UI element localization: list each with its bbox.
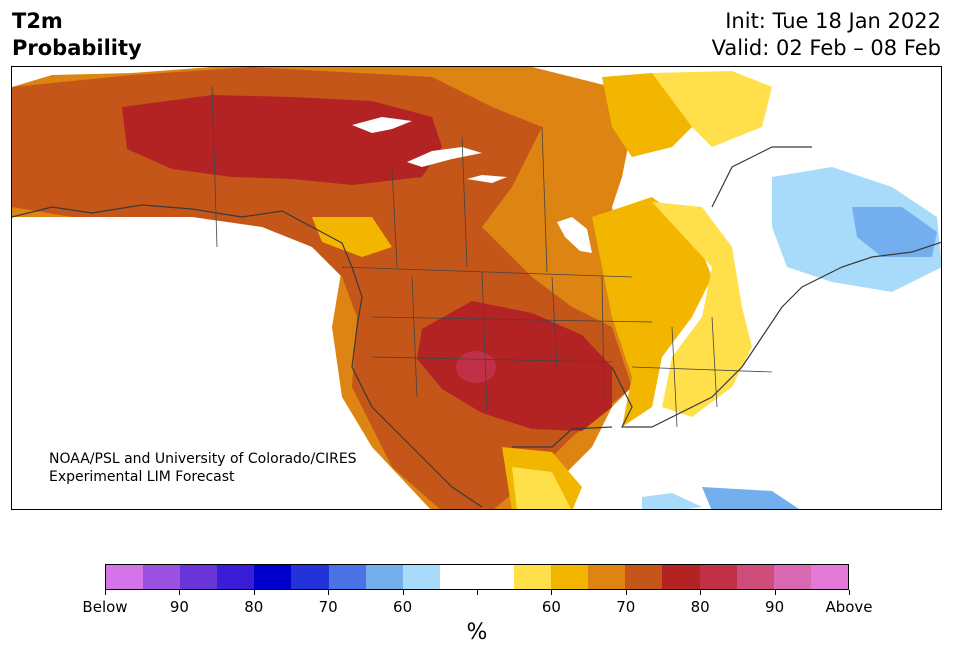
legend-swatch: [699, 565, 737, 589]
legend-swatch: [773, 565, 811, 589]
prob-region-above90-south: [417, 301, 612, 431]
credit-line-2: Experimental LIM Forecast: [49, 469, 235, 485]
legend-swatch: [551, 565, 589, 589]
legend-swatch: [402, 565, 440, 589]
legend-swatch: [365, 565, 403, 589]
credit-line-1: NOAA/PSL and University of Colorado/CIRE…: [49, 451, 357, 467]
map-canvas: [12, 67, 941, 509]
legend-tick-label: 80: [690, 598, 710, 616]
legend-tick: [551, 590, 552, 595]
legend-swatch: [106, 565, 144, 589]
legend-swatch: [588, 565, 626, 589]
legend-tick-label: 90: [169, 598, 189, 616]
map-title: T2m Probability: [12, 8, 142, 62]
legend-tick: [849, 590, 850, 595]
lake-winnipeg: [557, 217, 592, 253]
prob-region-below70-caribbean: [702, 487, 799, 509]
coastlines: [12, 146, 941, 508]
legend-swatch: [514, 565, 552, 589]
forecast-map: [11, 66, 942, 510]
legend-swatch: [291, 565, 329, 589]
legend-swatch: [254, 565, 292, 589]
prob-region-above50-northeast: [652, 71, 772, 147]
political-borders: [211, 86, 773, 428]
legend-tick: [626, 590, 627, 595]
legend-tick-label: 60: [541, 598, 561, 616]
legend-tick-label: 60: [393, 598, 413, 616]
legend-swatch: [217, 565, 255, 589]
lake-athabasca: [467, 175, 507, 183]
init-date: Init: Tue 18 Jan 2022: [725, 9, 941, 33]
legend-swatch: [143, 565, 181, 589]
legend-tick: [105, 590, 106, 595]
legend-tick-label: 70: [616, 598, 636, 616]
legend-swatch: [328, 565, 366, 589]
legend-tick: [328, 590, 329, 595]
prob-region-above95: [456, 351, 496, 383]
lake-great-slave: [407, 147, 482, 167]
prob-region-above90-north: [122, 95, 442, 185]
prob-region-above50-east: [652, 202, 752, 417]
prob-region-below70: [852, 207, 937, 257]
units-label: %: [466, 620, 488, 645]
legend-tick-label: 80: [244, 598, 264, 616]
color-legend: [105, 564, 849, 590]
legend-swatch: [180, 565, 218, 589]
legend-swatch: [625, 565, 663, 589]
legend-tick: [700, 590, 701, 595]
prob-region-above60-east: [592, 197, 712, 427]
legend-swatch: [810, 565, 848, 589]
legend-swatch: [439, 565, 477, 589]
legend-tick: [775, 590, 776, 595]
legend-tick: [403, 590, 404, 595]
prob-region-above60-pnw: [312, 217, 392, 257]
prob-region-below60-caribbean: [642, 493, 702, 509]
prob-region-above50-mexico: [512, 467, 571, 509]
legend-tick-label: Below: [82, 598, 128, 616]
legend-swatch: [662, 565, 700, 589]
forecast-dates: Init: Tue 18 Jan 2022 Valid: 02 Feb – 08…: [712, 8, 941, 62]
legend-swatch: [736, 565, 774, 589]
product-label: Probability: [12, 36, 142, 60]
legend-tick-label: Above: [825, 598, 873, 616]
legend-swatch: [476, 565, 515, 589]
legend-tick: [254, 590, 255, 595]
lake-great-bear: [352, 117, 412, 133]
credit-text: NOAA/PSL and University of Colorado/CIRE…: [49, 450, 357, 486]
valid-range: Valid: 02 Feb – 08 Feb: [711, 36, 941, 60]
legend-tick-label: 90: [765, 598, 785, 616]
legend-tick-label: 70: [318, 598, 338, 616]
variable-label: T2m: [12, 9, 63, 33]
legend-tick: [477, 590, 478, 595]
legend-tick: [179, 590, 180, 595]
